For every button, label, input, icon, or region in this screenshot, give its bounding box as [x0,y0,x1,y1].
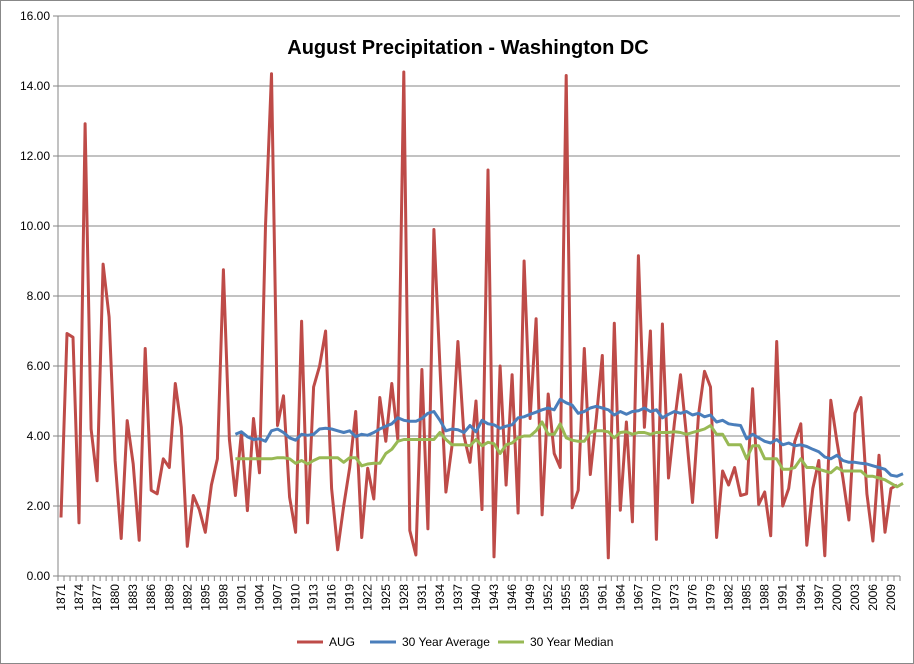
x-tick-label: 1997 [812,584,826,611]
x-tick-label: 1901 [234,584,248,611]
x-tick-label: 2003 [848,584,862,611]
y-tick-label: 0.00 [27,569,51,583]
y-tick-label: 12.00 [20,149,50,163]
x-tick-label: 1988 [758,584,772,611]
x-tick-label: 1940 [469,584,483,611]
x-tick-label: 1958 [577,584,591,611]
y-axis-ticks: 0.00 2.00 4.00 6.00 8.00 10.00 12.00 14.00 16.00 [20,9,58,583]
x-tick-label: 1871 [54,584,68,611]
x-tick-label: 1934 [433,584,447,611]
x-tick-label: 1946 [505,584,519,611]
x-tick-label: 1994 [794,584,808,611]
x-tick-label: 1973 [667,584,681,611]
x-tick-label: 1880 [108,584,122,611]
x-tick-label: 1964 [613,584,627,611]
x-tick-label: 1937 [451,584,465,611]
legend-30-year-median-label: 30 Year Median [530,635,613,649]
x-tick-label: 2000 [830,584,844,611]
x-tick-label: 1982 [722,584,736,611]
x-tick-label: 1877 [90,584,104,611]
x-tick-label: 1907 [271,584,285,611]
x-tick-label: 1910 [289,584,303,611]
y-tick-label: 4.00 [27,429,51,443]
y-tick-label: 2.00 [27,499,51,513]
x-tick-label: 1931 [415,584,429,611]
x-tick-label: 1886 [144,584,158,611]
legend: AUG 30 Year Average 30 Year Median [297,635,613,649]
y-tick-label: 6.00 [27,359,51,373]
aug-series-line [59,70,898,560]
series [59,70,904,560]
x-tick-label: 1898 [216,584,230,611]
x-tick-label: 1952 [541,584,555,611]
x-tick-label: 1976 [686,584,700,611]
chart-title: August Precipitation - Washington DC [287,37,648,59]
x-tick-label: 1955 [559,584,573,611]
x-tick-label: 1895 [198,584,212,611]
x-tick-label: 1961 [595,584,609,611]
x-tick-label: 1943 [487,584,501,611]
x-tick-label: 1991 [776,584,790,611]
x-tick-label: 1922 [361,584,375,611]
x-axis-ticks: 1871 1874 1877 1880 1883 1886 1889 1892 1895 1898… [54,576,901,611]
y-tick-label: 8.00 [27,289,51,303]
avg-series-line [234,397,904,478]
legend-aug-label: AUG [329,635,355,649]
x-tick-label: 1949 [523,584,537,611]
x-tick-label: 1904 [252,584,266,611]
legend-30-year-average-label: 30 Year Average [402,635,490,649]
x-tick-label: 1919 [343,584,357,611]
x-tick-label: 1892 [180,584,194,611]
x-tick-label: 1874 [72,584,86,611]
x-tick-label: 1979 [704,584,718,611]
x-tick-label: 1925 [379,584,393,611]
x-tick-label: 1970 [649,584,663,611]
x-tick-label: 1928 [397,584,411,611]
x-tick-label: 1889 [162,584,176,611]
y-tick-label: 16.00 [20,9,50,23]
x-tick-label: 1913 [307,584,321,611]
x-tick-label: 2006 [866,584,880,611]
x-tick-label: 1916 [325,584,339,611]
x-tick-label: 2009 [884,584,898,611]
y-tick-label: 10.00 [20,219,50,233]
y-tick-label: 14.00 [20,79,50,93]
x-tick-label: 1985 [740,584,754,611]
x-tick-label: 1883 [126,584,140,611]
median-series-line [235,420,904,489]
x-tick-label: 1967 [631,584,645,611]
